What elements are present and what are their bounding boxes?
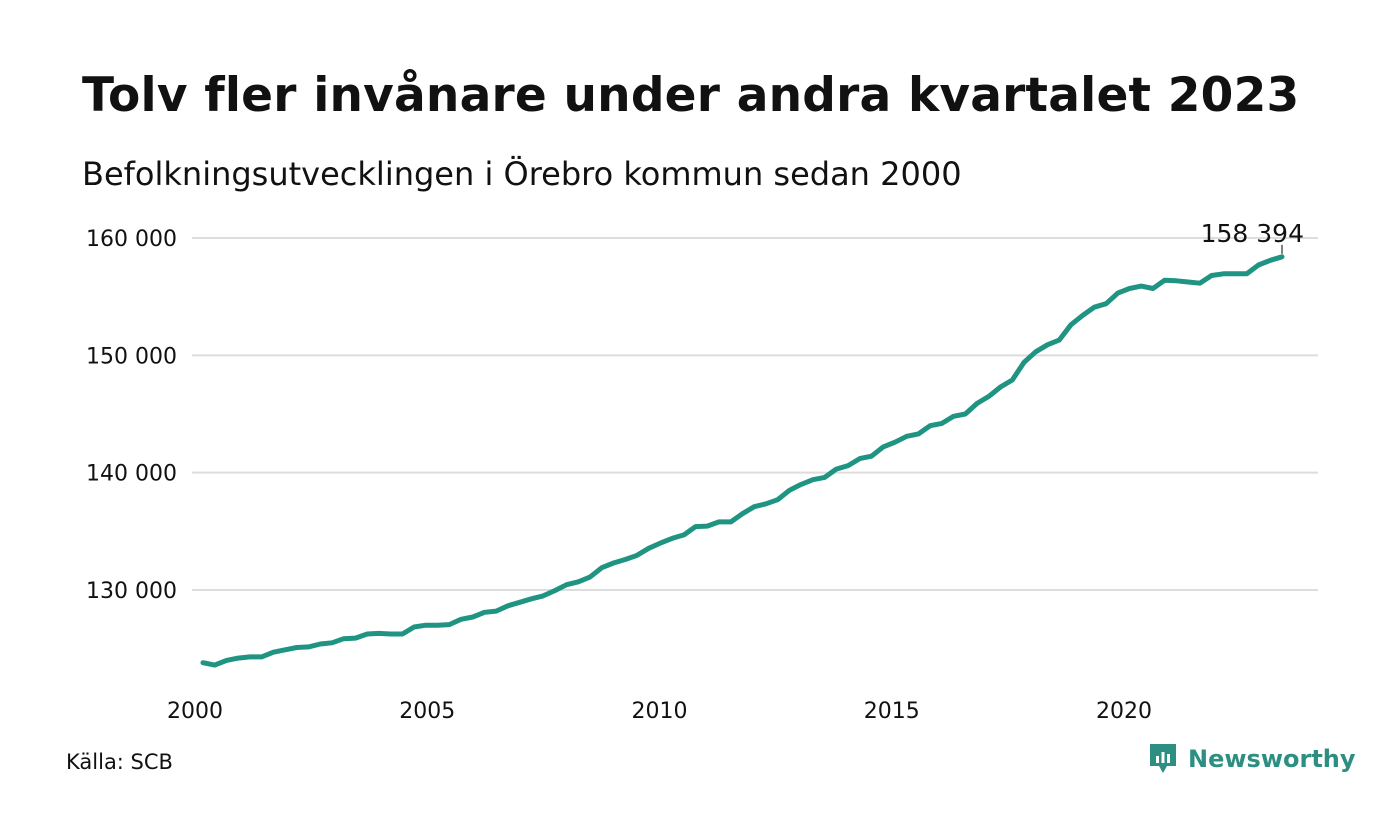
x-tick-label: 2005 <box>399 699 455 724</box>
y-tick-label: 150 000 <box>86 344 177 369</box>
chart-subtitle: Befolkningsutvecklingen i Örebro kommun … <box>82 155 962 193</box>
source-note: Källa: SCB <box>66 750 173 774</box>
newsworthy-logo-icon <box>1150 744 1176 773</box>
x-tick-label: 2020 <box>1096 699 1152 724</box>
y-tick-label: 140 000 <box>86 462 177 487</box>
x-tick-label: 2000 <box>167 699 223 724</box>
series-line <box>200 254 1285 668</box>
y-tick-label: 130 000 <box>86 579 177 604</box>
end-value-label: 158 394 <box>1201 219 1304 248</box>
brand-name: Newsworthy <box>1188 745 1356 773</box>
y-tick-label: 160 000 <box>86 227 177 252</box>
x-tick-label: 2015 <box>864 699 920 724</box>
brand-logo[interactable]: Newsworthy <box>1148 742 1356 776</box>
chart-title: Tolv fler invånare under andra kvartalet… <box>82 68 1300 123</box>
x-tick-label: 2010 <box>632 699 688 724</box>
